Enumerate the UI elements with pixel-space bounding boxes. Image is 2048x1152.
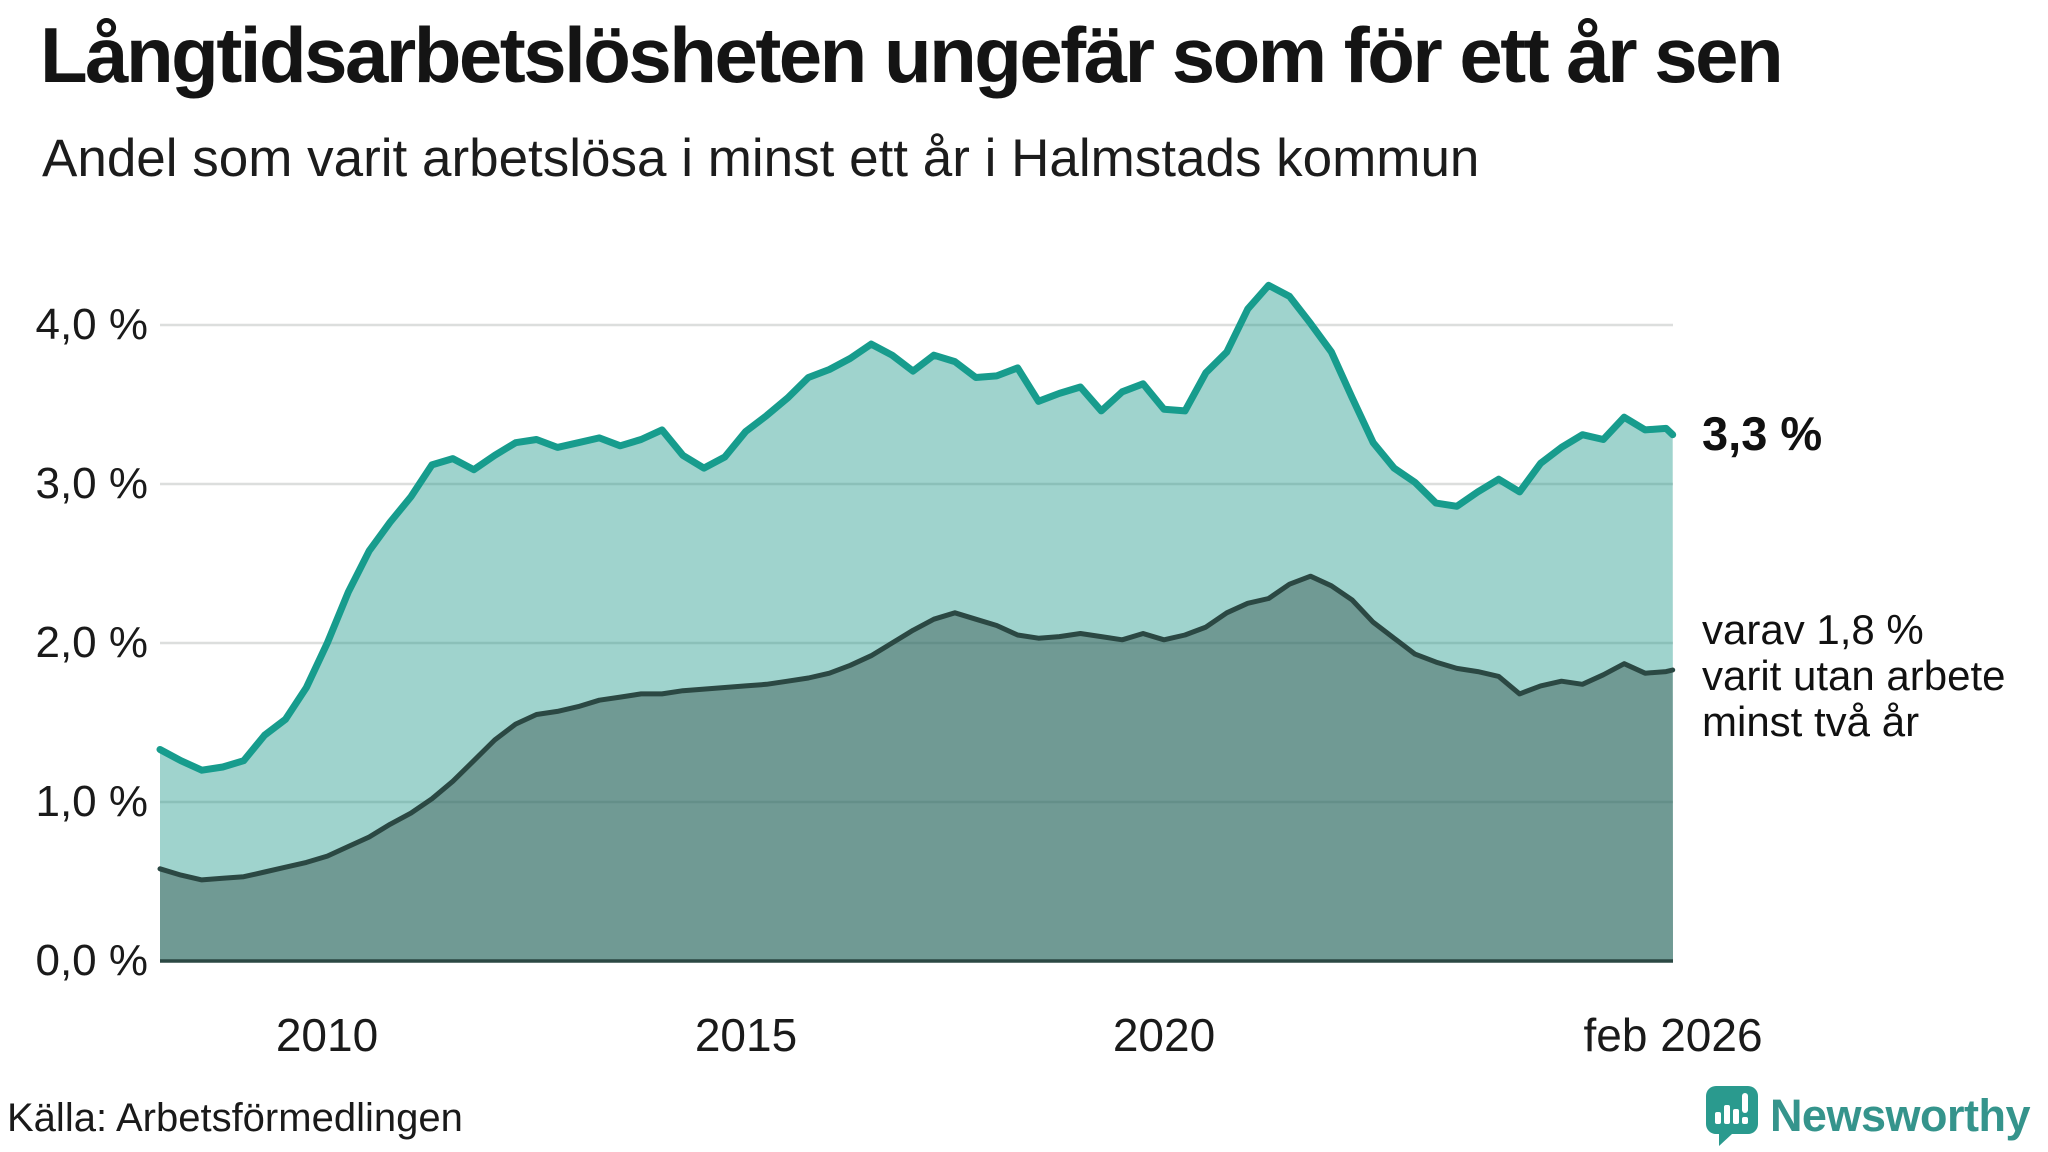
x-tick-label: 2020: [1112, 1009, 1216, 1061]
newsworthy-logo: Newsworthy: [1705, 1086, 2031, 1146]
x-tick-label: 2010: [275, 1009, 379, 1061]
x-tick-label: feb 2026: [1583, 1009, 1763, 1061]
y-tick-label: 4,0 %: [35, 300, 148, 349]
series-line-two-years: [157, 573, 1676, 883]
y-tick-label: 3,0 %: [35, 459, 148, 508]
series-line-one-year: [156, 281, 1677, 774]
y-tick-label: 1,0 %: [35, 777, 148, 826]
y-tick-label: 2,0 %: [35, 618, 148, 667]
end-value-label-two-years: varav 1,8 % varit utan arbete minst två …: [1702, 607, 2006, 745]
series-area-one-year: [160, 285, 1673, 961]
newsworthy-logo-text: Newsworthy: [1769, 1090, 2031, 1141]
chart-title: Långtidsarbetslösheten ungefär som för e…: [40, 11, 1784, 99]
y-tick-label: 0,0 %: [35, 936, 148, 985]
end-value-label-one-year: 3,3 %: [1702, 406, 1823, 460]
newsworthy-speech-bubble-bar-chart-icon: [1705, 1086, 1758, 1146]
x-tick-label: 2015: [694, 1009, 798, 1061]
chart-subtitle: Andel som varit arbetslösa i minst ett å…: [42, 129, 1480, 188]
annotation-line: varav 1,8 %: [1702, 606, 1924, 654]
series-area-two-years: [160, 576, 1673, 961]
annotation-line: minst två år: [1702, 698, 1920, 746]
source-credit: Källa: Arbetsförmedlingen: [7, 1096, 463, 1140]
annotation-line: varit utan arbete: [1702, 652, 2006, 700]
